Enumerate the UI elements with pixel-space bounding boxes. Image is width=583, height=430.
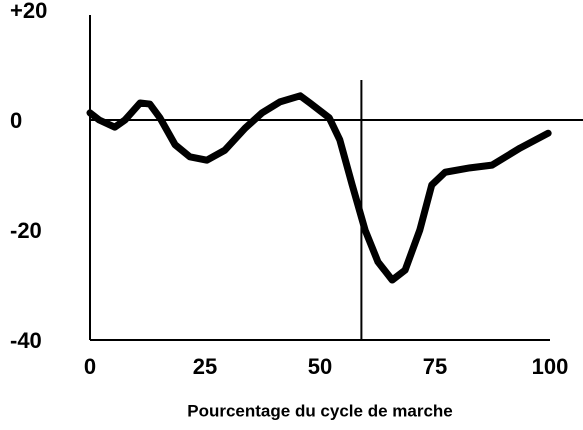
x-tick-label: 50 <box>308 354 332 379</box>
x-tick-label: 0 <box>84 354 96 379</box>
x-axis-label: Pourcentage du cycle de marche <box>187 401 453 420</box>
y-tick-label: +20 <box>10 0 47 23</box>
x-tick-label: 25 <box>193 354 217 379</box>
x-tick-label: 75 <box>423 354 447 379</box>
y-tick-label: 0 <box>10 108 22 133</box>
y-tick-label: -20 <box>10 218 42 243</box>
data-line <box>86 92 552 284</box>
y-tick-label: -40 <box>10 328 42 353</box>
x-tick-label: 100 <box>532 354 569 379</box>
